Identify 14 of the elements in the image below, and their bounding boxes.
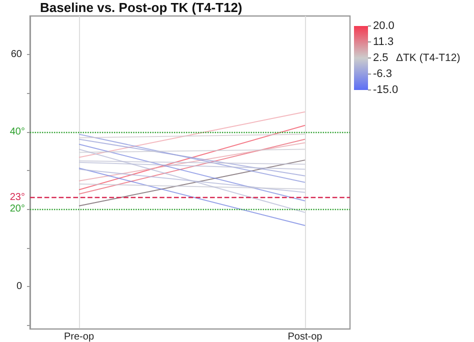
- ref-line-label: 40°: [10, 126, 25, 138]
- color-bar-label: 11.3: [373, 36, 394, 48]
- color-bar-label: 20.0: [373, 20, 394, 32]
- color-bar-title: ΔTK (T4-T12): [396, 52, 460, 64]
- x-tick-label: Pre-op: [64, 332, 94, 342]
- y-tick-label: 0: [16, 280, 22, 292]
- color-bar-label: -6.3: [373, 68, 392, 80]
- color-bar-label: 2.5: [373, 52, 388, 64]
- color-bar-label: -15.0: [373, 84, 398, 96]
- ref-line-label: 20°: [10, 204, 25, 215]
- chart-title: Baseline vs. Post-op TK (T4-T12): [40, 0, 242, 15]
- y-tick-label: 60: [10, 49, 22, 60]
- x-tick-label: Post-op: [288, 332, 323, 342]
- ref-line-label: 23°: [10, 192, 25, 204]
